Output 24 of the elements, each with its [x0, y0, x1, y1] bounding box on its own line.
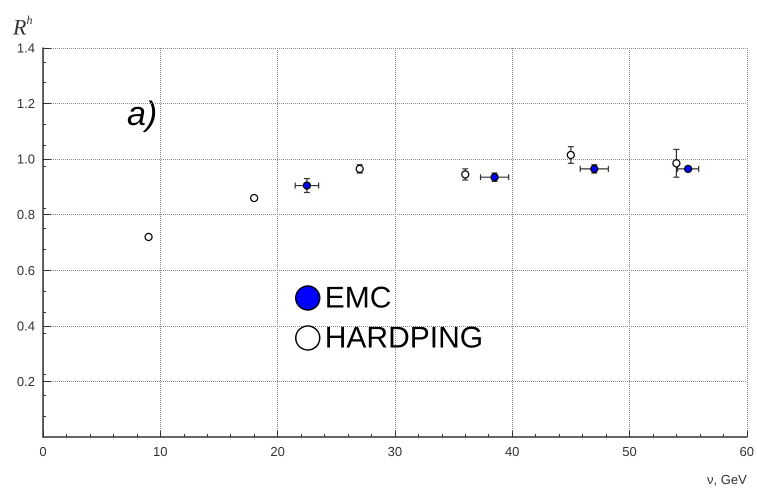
point [302, 181, 312, 190]
x-axis-title: ν, GeV [707, 472, 748, 487]
x-tick-label: 20 [270, 444, 285, 459]
point [144, 232, 153, 242]
y-tick-label: 0.2 [16, 374, 35, 389]
y-tick-label: 0.6 [16, 262, 35, 278]
x-tick-label: 50 [622, 444, 637, 459]
legend-label: HARDPING [324, 322, 484, 354]
x-tick-label: 10 [153, 444, 168, 459]
point [461, 170, 470, 179]
y-tick-label: 0.8 [16, 207, 35, 222]
y-tick-label: 1.2 [16, 96, 35, 112]
x-tick-label: 40 [504, 444, 520, 459]
annotation: a) [127, 95, 158, 133]
y-tick-label: 1.0 [16, 152, 35, 167]
x-tick-label: 60 [740, 444, 754, 459]
x-tick-label: 0 [39, 444, 47, 459]
point [672, 159, 680, 168]
y-tick-label: 0.4 [16, 318, 35, 334]
point [250, 194, 258, 202]
legend-label: EMC [324, 282, 392, 314]
y-tick-label: 1.4 [16, 40, 35, 56]
x-tick-label: 30 [388, 444, 402, 459]
point [566, 150, 575, 160]
